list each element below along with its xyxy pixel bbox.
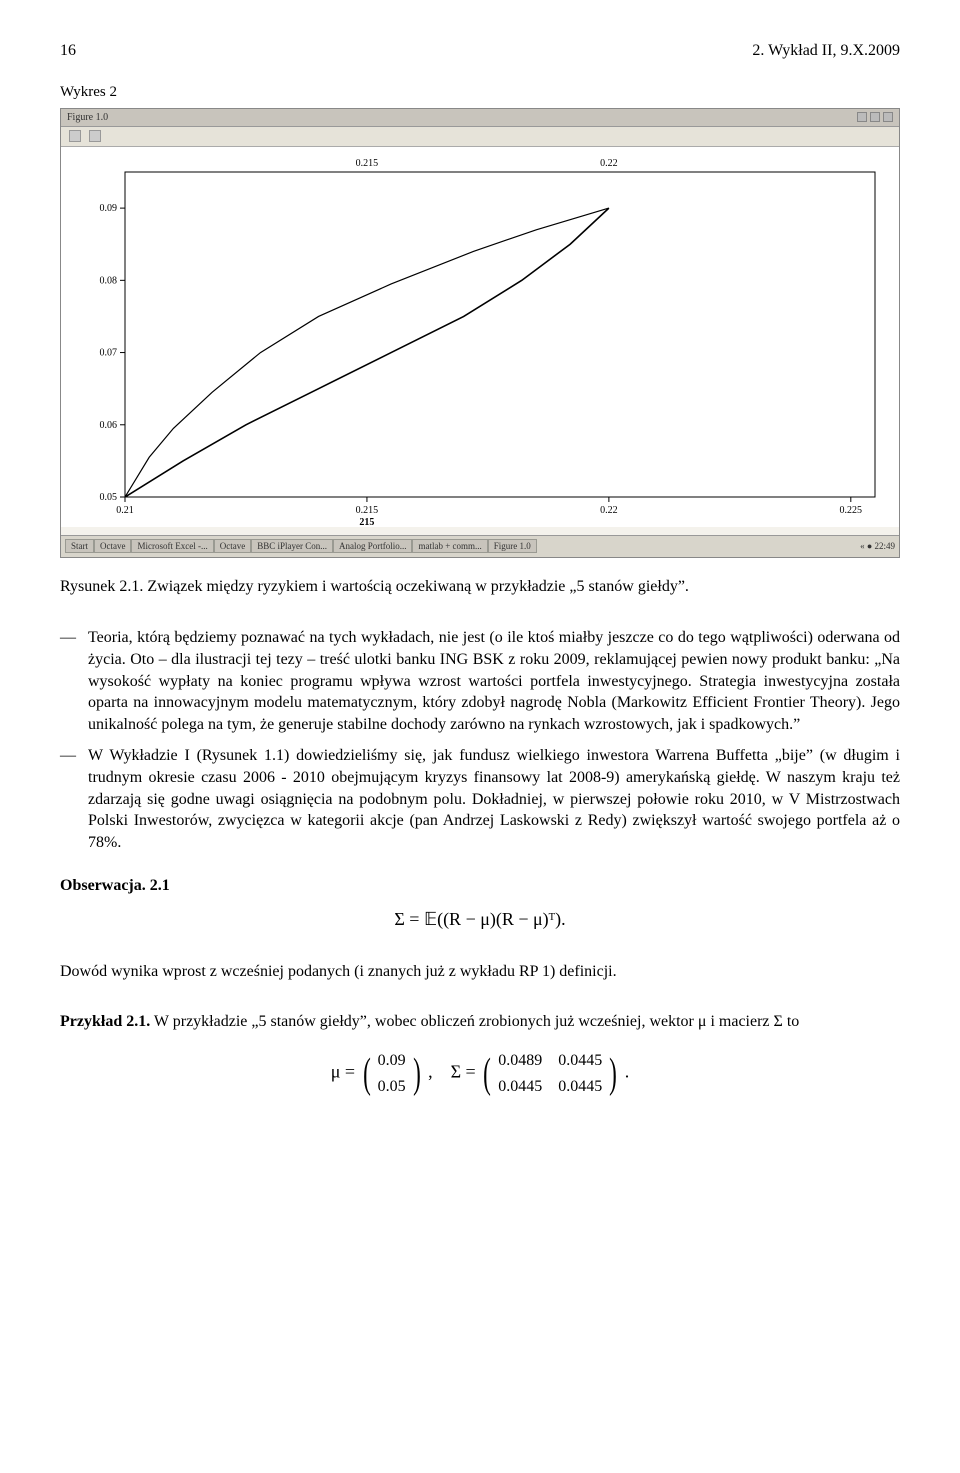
proof-text: Dowód wynika wprost z wcześniej podanych… [60,961,900,983]
matrix-cell: 0.0445 [558,1076,602,1098]
page-number: 16 [60,40,76,62]
svg-text:0.215: 0.215 [356,158,379,169]
taskbar-app[interactable]: Analog Portfolio... [333,539,413,553]
list-item: — Teoria, którą będziemy poznawać na tyc… [60,627,900,739]
mu-matrix: ( 0.090.05 ) [360,1050,424,1097]
figure-screenshot: Figure 1.0 0.05 0.06 0.07 0.08 0.09 0.21 0.215… [60,108,900,558]
svg-text:0.225: 0.225 [840,505,863,516]
list-item: — W Wykładzie I (Rysunek 1.1) dowiedziel… [60,745,900,857]
svg-text:0.08: 0.08 [100,275,118,286]
dash-icon: — [60,745,88,857]
svg-text:0.07: 0.07 [100,347,118,358]
window-toolbar [61,127,899,147]
taskbar-app[interactable]: Octave [94,539,131,553]
matrix-cell: 0.09 [378,1050,406,1072]
taskbar-app[interactable]: BBC iPlayer Con... [251,539,333,553]
dash-icon: — [60,627,88,739]
taskbar-app[interactable]: Octave [214,539,251,553]
toolbar-hint [109,130,112,144]
matrix-cell: 0.05 [378,1076,406,1098]
taskbar-app[interactable]: Microsoft Excel -... [131,539,213,553]
taskbar-clock: « ● 22:49 [860,540,895,552]
taskbar-app[interactable]: Figure 1.0 [488,539,537,553]
matrix-cell: 0.0445 [498,1076,542,1098]
example-text: W przykładzie „5 stanów giełdy”, wobec o… [150,1013,799,1030]
svg-text:215: 215 [359,517,374,527]
between-text: , Σ = [428,1062,480,1082]
example-label: Przykład 2.1. [60,1013,150,1030]
observation-label: Obserwacja. 2.1 [60,875,900,897]
svg-text:0.09: 0.09 [100,203,118,214]
taskbar-app[interactable]: matlab + comm... [412,539,487,553]
toolbar-icon[interactable] [69,130,81,142]
svg-text:0.21: 0.21 [116,505,134,516]
paragraph: W Wykładzie I (Rysunek 1.1) dowiedzieliś… [88,745,900,853]
matrix-cell: 0.0445 [558,1050,602,1072]
minimize-icon[interactable] [857,112,867,122]
figure-container: Wykres 2 Figure 1.0 0.05 0.06 0.07 0.08 0.09… [60,82,900,598]
toolbar-icon[interactable] [89,130,101,142]
figure-label: Wykres 2 [60,82,900,102]
chart-area: 0.05 0.06 0.07 0.08 0.09 0.21 0.215 0.22 0.225 0.… [61,147,899,527]
example-block: Przykład 2.1. W przykładzie „5 stanów gi… [60,1011,900,1033]
svg-text:0.215: 0.215 [356,505,379,516]
figure-caption: Rysunek 2.1. Związek między ryzykiem i w… [60,576,900,598]
window-controls [857,112,893,122]
matrix-equation: μ = ( 0.090.05 ) , Σ = ( 0.04890.04450.0… [60,1050,900,1097]
start-button[interactable]: Start [65,539,94,553]
sigma-matrix: ( 0.04890.04450.04450.0445 ) [480,1050,620,1097]
svg-text:0.22: 0.22 [600,505,618,516]
svg-text:0.05: 0.05 [100,492,118,503]
chapter-title: 2. Wykład II, 9.X.2009 [752,40,900,62]
observation-formula: Σ = 𝔼((R − μ)(R − μ)ᵀ). [60,907,900,931]
taskbar: StartOctaveMicrosoft Excel -...OctaveBBC… [61,535,899,557]
mu-prefix: μ = [331,1062,360,1082]
close-icon[interactable] [883,112,893,122]
matrix-cell: 0.0489 [498,1050,542,1072]
page-header: 16 2. Wykład II, 9.X.2009 [60,40,900,62]
window-titlebar: Figure 1.0 [61,109,899,127]
trailing-period: . [625,1062,630,1082]
chart-svg: 0.05 0.06 0.07 0.08 0.09 0.21 0.215 0.22 0.225 0.… [61,147,899,527]
paragraph: Teoria, którą będziemy poznawać na tych … [88,627,900,735]
maximize-icon[interactable] [870,112,880,122]
window-title: Figure 1.0 [67,111,108,125]
svg-text:0.22: 0.22 [600,158,618,169]
svg-text:0.06: 0.06 [100,420,118,431]
